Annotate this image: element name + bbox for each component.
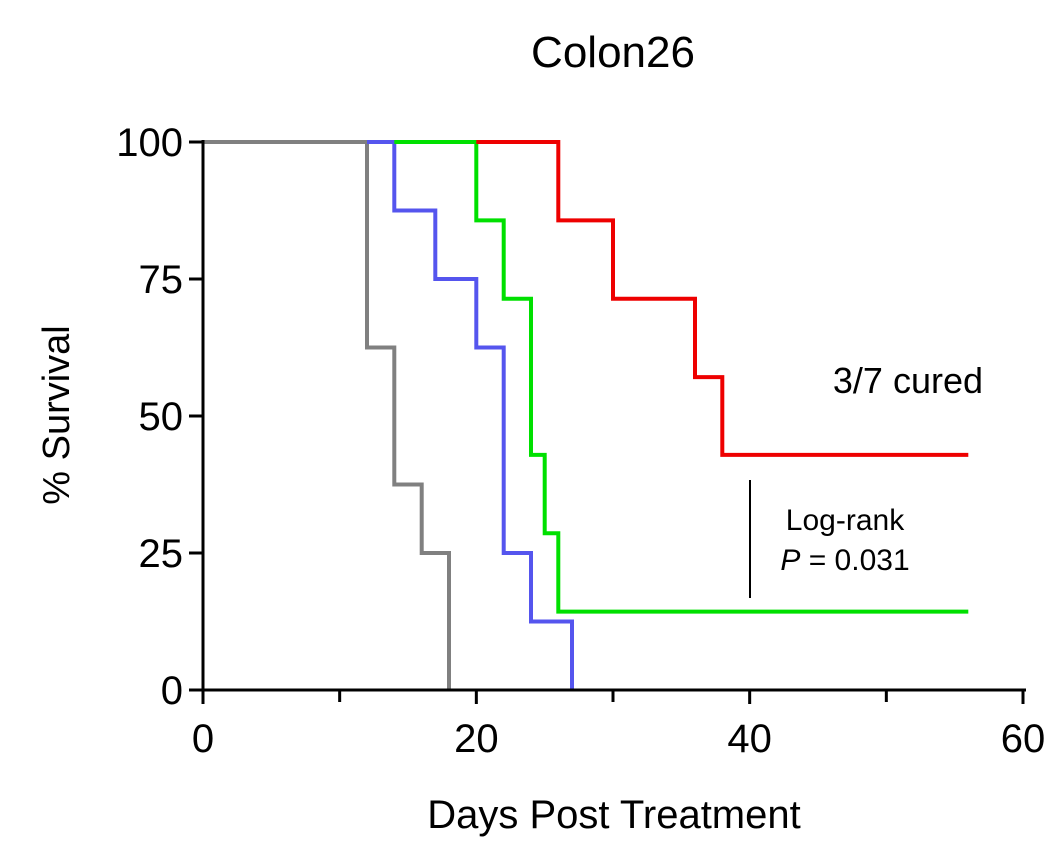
y-tick-label: 25 [139,532,184,576]
cured-annotation: 3/7 cured [833,360,983,401]
logrank-label: Log-rank [786,504,905,537]
x-tick-label: 60 [1001,717,1046,761]
x-tick-label: 20 [454,717,499,761]
p-symbol: P [780,544,800,577]
x-axis-label: Days Post Treatment [427,793,800,837]
chart-title: Colon26 [531,28,695,77]
survival-series-3 [394,140,969,614]
y-axis-label: % Survival [36,325,78,505]
x-tick-label: 0 [192,717,214,761]
survival-series-1 [203,140,451,690]
y-tick-label: 0 [161,669,183,713]
y-tick-label: 75 [139,258,184,302]
y-tick-label: 50 [139,395,184,439]
y-tick-label: 100 [116,121,183,165]
ticks-layer: 0 25 50 75 100 0 20 40 60 [116,121,1045,761]
x-tick-label: 40 [727,717,772,761]
survival-series-4 [476,140,969,457]
p-value-label: P = 0.031 [780,544,909,577]
series-layer [203,140,969,690]
p-value: = 0.031 [809,544,910,577]
survival-series-2 [367,140,574,690]
